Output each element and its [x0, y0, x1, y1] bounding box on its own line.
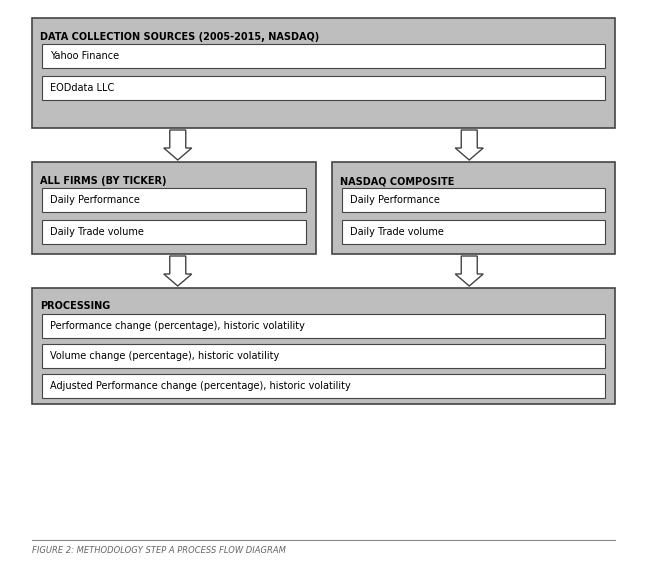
Text: Daily Trade volume: Daily Trade volume: [349, 227, 443, 237]
Bar: [342, 188, 605, 212]
Text: Volume change (percentage), historic volatility: Volume change (percentage), historic vol…: [50, 351, 280, 361]
Bar: [42, 220, 305, 244]
Bar: [342, 220, 605, 244]
Text: DATA COLLECTION SOURCES (2005-2015, NASDAQ): DATA COLLECTION SOURCES (2005-2015, NASD…: [40, 32, 319, 42]
Polygon shape: [164, 256, 192, 286]
Text: FIGURE 2: METHODOLOGY STEP A PROCESS FLOW DIAGRAM: FIGURE 2: METHODOLOGY STEP A PROCESS FLO…: [32, 546, 286, 555]
Bar: [42, 76, 605, 100]
Polygon shape: [455, 130, 483, 160]
Text: ALL FIRMS (BY TICKER): ALL FIRMS (BY TICKER): [40, 176, 166, 186]
Text: EODdata LLC: EODdata LLC: [50, 83, 115, 93]
Text: NASDAQ COMPOSITE: NASDAQ COMPOSITE: [340, 176, 454, 186]
Text: Performance change (percentage), historic volatility: Performance change (percentage), histori…: [50, 321, 305, 331]
Bar: [32, 18, 615, 128]
Text: Yahoo Finance: Yahoo Finance: [50, 51, 119, 61]
Text: Daily Trade volume: Daily Trade volume: [50, 227, 144, 237]
Bar: [42, 44, 605, 68]
Bar: [32, 162, 316, 254]
Polygon shape: [455, 256, 483, 286]
Bar: [42, 314, 605, 338]
Text: Daily Performance: Daily Performance: [50, 195, 140, 205]
Bar: [42, 374, 605, 398]
Bar: [32, 288, 615, 404]
Bar: [42, 188, 305, 212]
Text: Daily Performance: Daily Performance: [349, 195, 439, 205]
Text: Adjusted Performance change (percentage), historic volatility: Adjusted Performance change (percentage)…: [50, 381, 351, 391]
Polygon shape: [164, 130, 192, 160]
Bar: [42, 344, 605, 368]
Text: PROCESSING: PROCESSING: [40, 301, 110, 311]
Bar: [331, 162, 615, 254]
